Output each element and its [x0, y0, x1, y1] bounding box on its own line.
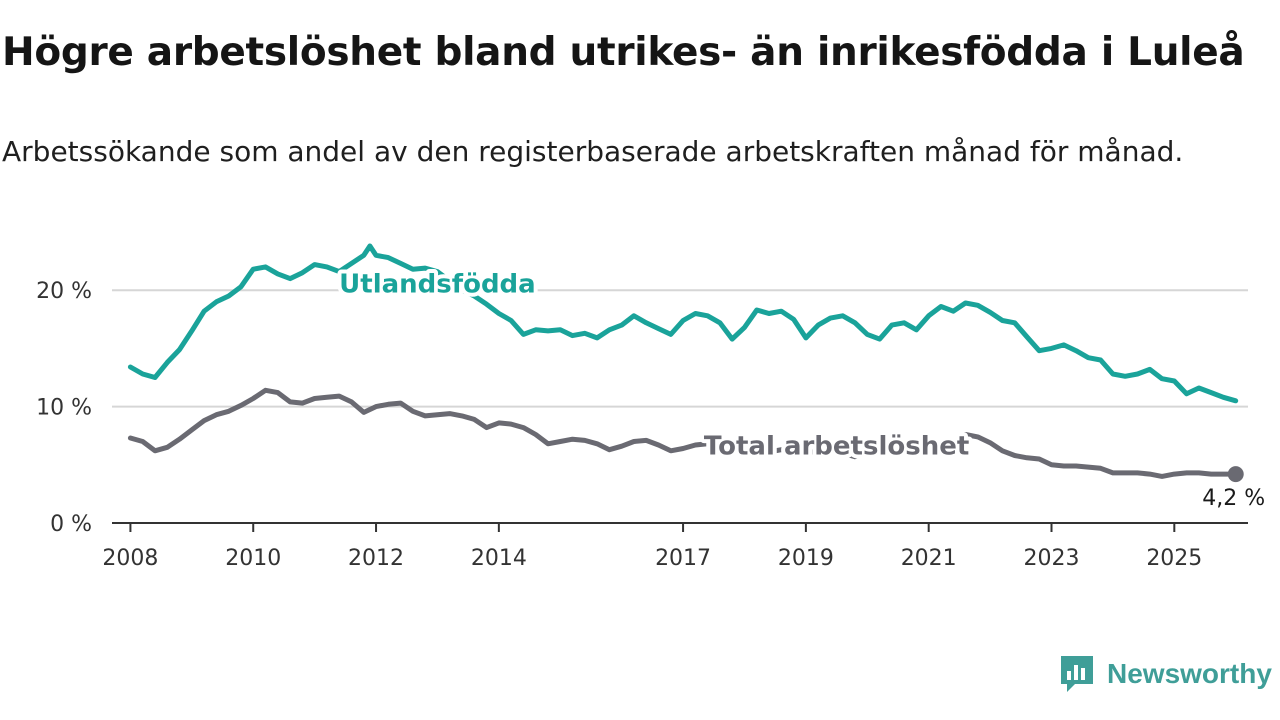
x-tick-label: 2023: [1024, 546, 1080, 571]
x-tick-label: 2010: [225, 546, 281, 571]
line-chart: 0 % 10 % 20 % 2008 2010 2012 2014 2017 2019 2021…: [36, 243, 1265, 571]
series-label: Total arbetslöshet: [704, 431, 969, 461]
end-value-label: 4,2 %: [1202, 486, 1265, 511]
x-tick-label: 2014: [471, 546, 527, 571]
newsworthy-chart-logo-icon: [1061, 656, 1093, 692]
y-tick-label: 20 %: [36, 279, 92, 304]
brand-logo: Newsworthy: [1059, 652, 1272, 696]
y-axis-labels: 0 % 10 % 20 %: [36, 279, 92, 537]
y-gridlines: [112, 289, 1248, 408]
end-point-marker: [1227, 466, 1244, 483]
brand-name: Newsworthy: [1107, 658, 1272, 689]
series-label: Utlandsfödda: [339, 270, 536, 300]
x-tick-label: 2019: [778, 546, 834, 571]
y-tick-label: 10 %: [36, 396, 92, 421]
series-labels: Utlandsfödda Total arbetslöshet 4,2 %: [335, 266, 1265, 512]
x-tick-label: 2017: [655, 546, 711, 571]
series-line-utlandsfodda: [127, 243, 1239, 404]
y-tick-label: 0 %: [50, 512, 92, 537]
x-axis: 2008 2010 2012 2014 2017 2019 2021 2023 2025: [102, 522, 1248, 571]
x-tick-label: 2021: [901, 546, 957, 571]
series-line-total: [127, 387, 1239, 479]
chart-subtitle: Arbetssökande som andel av den registerb…: [2, 135, 1184, 168]
series-lines: [127, 243, 1244, 483]
x-tick-label: 2025: [1146, 546, 1202, 571]
x-tick-label: 2012: [348, 546, 404, 571]
chart-title: Högre arbetslöshet bland utrikes- än inr…: [2, 30, 1245, 75]
x-tick-label: 2008: [102, 546, 158, 571]
